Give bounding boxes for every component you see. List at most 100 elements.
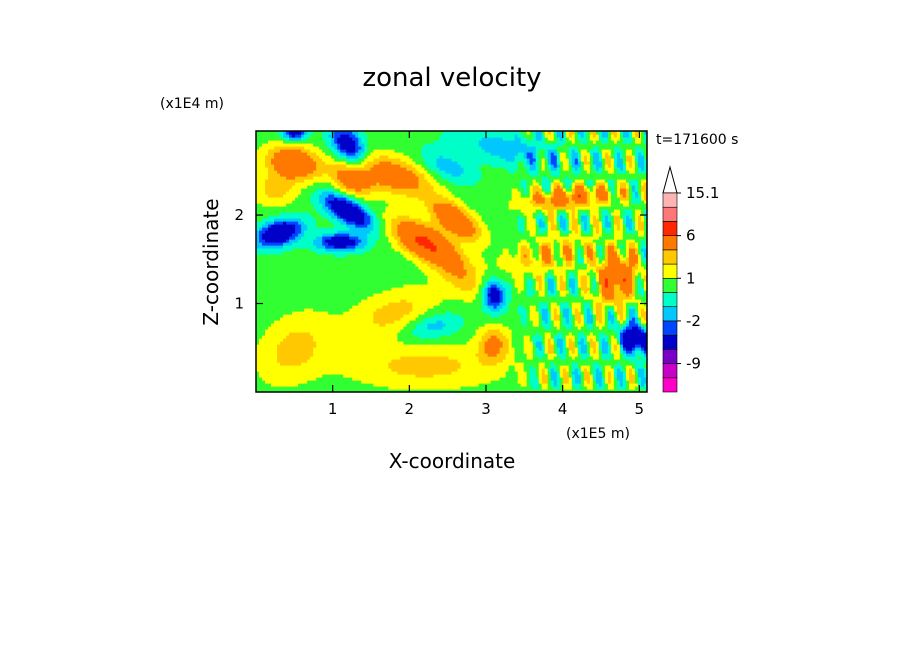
heatmap-cell: [301, 302, 305, 306]
heatmap-cell: [574, 344, 579, 348]
heatmap-cell: [622, 338, 627, 342]
heatmap-cell: [448, 371, 453, 375]
heatmap-cell: [412, 347, 417, 351]
heatmap-cell: [463, 323, 468, 327]
heatmap-cell: [499, 311, 504, 315]
heatmap-cell: [517, 329, 522, 333]
heatmap-cell: [547, 320, 552, 324]
heatmap-cell: [295, 332, 299, 336]
heatmap-cell: [451, 299, 456, 303]
heatmap-cell: [394, 314, 398, 318]
heatmap-cell: [418, 302, 423, 306]
heatmap-cell: [523, 365, 528, 369]
heatmap-cell: [298, 377, 302, 381]
heatmap-cell: [334, 353, 338, 357]
heatmap-cell: [463, 359, 468, 363]
heatmap-cell: [508, 284, 513, 288]
heatmap-cell: [562, 386, 567, 390]
heatmap-cell: [625, 332, 630, 336]
heatmap-cell: [589, 374, 594, 378]
heatmap-cell: [622, 311, 627, 315]
heatmap-cell: [604, 284, 609, 288]
heatmap-cell: [400, 353, 404, 357]
heatmap-cell: [484, 371, 489, 375]
heatmap-cell: [451, 380, 456, 384]
heatmap-cell: [382, 299, 386, 303]
heatmap-cell: [412, 368, 417, 372]
heatmap-cell: [274, 380, 278, 384]
heatmap-cell: [412, 377, 417, 381]
heatmap-cell: [547, 284, 552, 288]
heatmap-cell: [520, 320, 525, 324]
heatmap-cell: [322, 389, 326, 392]
heatmap-cell: [616, 329, 621, 333]
heatmap-cell: [364, 302, 368, 306]
heatmap-cell: [391, 332, 395, 336]
heatmap-cell: [571, 347, 576, 351]
heatmap-cell: [388, 320, 392, 324]
heatmap-cell: [256, 311, 260, 315]
heatmap-cell: [598, 344, 603, 348]
heatmap-cell: [571, 308, 576, 312]
heatmap-cell: [298, 320, 302, 324]
heatmap-cell: [541, 308, 546, 312]
heatmap-cell: [625, 362, 630, 366]
heatmap-cell: [445, 362, 450, 366]
heatmap-cell: [268, 377, 272, 381]
heatmap-cell: [304, 320, 308, 324]
heatmap-cell: [535, 308, 540, 312]
heatmap-cell: [487, 344, 492, 348]
heatmap-cell: [517, 284, 522, 288]
heatmap-cell: [592, 383, 597, 387]
heatmap-cell: [523, 332, 528, 336]
heatmap-cell: [634, 299, 639, 303]
heatmap-cell: [481, 350, 486, 354]
heatmap-cell: [610, 347, 615, 351]
heatmap-cell: [328, 347, 332, 351]
heatmap-cell: [367, 383, 371, 387]
heatmap-cell: [316, 275, 320, 279]
heatmap-cell: [637, 347, 642, 351]
heatmap-cell: [412, 371, 417, 375]
heatmap-cell: [613, 293, 618, 297]
heatmap-cell: [577, 302, 582, 306]
heatmap-cell: [403, 281, 407, 285]
heatmap-cell: [556, 311, 561, 315]
heatmap-cell: [430, 317, 435, 321]
heatmap-cell: [478, 377, 483, 381]
heatmap-cell: [268, 305, 272, 309]
heatmap-cell: [628, 380, 633, 384]
heatmap-cell: [448, 377, 453, 381]
heatmap-cell: [604, 314, 609, 318]
heatmap-cell: [592, 344, 597, 348]
heatmap-cell: [541, 359, 546, 363]
heatmap-cell: [505, 326, 510, 330]
heatmap-cell: [409, 299, 413, 303]
heatmap-cell: [433, 281, 438, 285]
heatmap-cell: [502, 332, 507, 336]
heatmap-cell: [310, 353, 314, 357]
heatmap-cell: [547, 308, 552, 312]
heatmap-cell: [526, 299, 531, 303]
heatmap-cell: [313, 368, 317, 372]
heatmap-cell: [325, 293, 329, 297]
heatmap-cell: [331, 383, 335, 387]
heatmap-cell: [373, 389, 377, 392]
heatmap-cell: [532, 287, 537, 291]
heatmap-cell: [469, 365, 474, 369]
heatmap-cell: [631, 356, 636, 360]
heatmap-cell: [487, 362, 492, 366]
heatmap-cell: [328, 341, 332, 345]
heatmap-cell: [574, 356, 579, 360]
heatmap-cell: [418, 305, 423, 309]
heatmap-cell: [334, 278, 338, 282]
heatmap-cell: [325, 356, 329, 360]
heatmap-cell: [448, 299, 453, 303]
heatmap-cell: [322, 371, 326, 375]
heatmap-cell: [547, 329, 552, 333]
heatmap-cell: [439, 368, 444, 372]
heatmap-cell: [379, 311, 383, 315]
heatmap-cell: [634, 341, 639, 345]
heatmap-cell: [619, 350, 624, 354]
heatmap-cell: [259, 389, 263, 392]
